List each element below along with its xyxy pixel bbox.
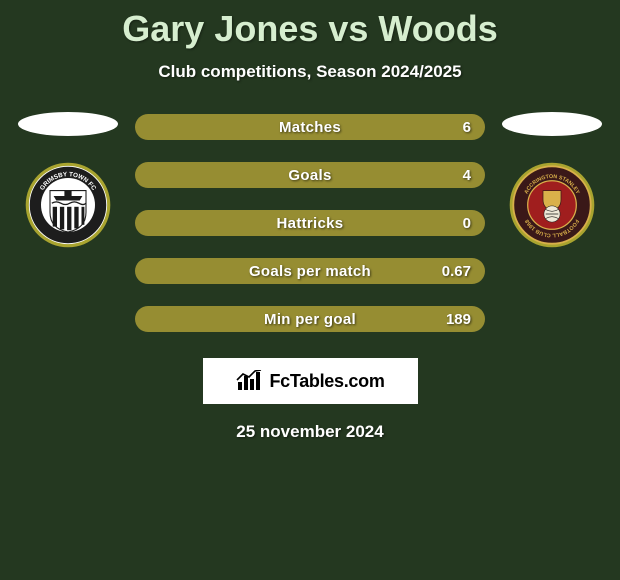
stat-value-right: 0: [463, 215, 471, 232]
subtitle: Club competitions, Season 2024/2025: [0, 62, 620, 82]
generated-date: 25 november 2024: [0, 422, 620, 442]
stat-label: Matches: [279, 119, 341, 136]
stat-row-matches: Matches 6: [135, 114, 485, 140]
right-club-badge: ACCRINGTON STANLEY FOOTBALL CLUB 1968: [507, 160, 597, 250]
brand-watermark: FcTables.com: [203, 358, 418, 404]
chart-icon: [235, 370, 263, 392]
page-title: Gary Jones vs Woods: [0, 0, 620, 50]
stats-list: Matches 6 Goals 4 Hattricks 0 Goals per …: [135, 114, 485, 332]
stat-row-hattricks: Hattricks 0: [135, 210, 485, 236]
stat-label: Goals per match: [249, 263, 371, 280]
stat-label: Hattricks: [277, 215, 344, 232]
stat-row-min-per-goal: Min per goal 189: [135, 306, 485, 332]
stat-label: Goals: [288, 167, 331, 184]
stat-value-right: 189: [446, 311, 471, 328]
right-column: ACCRINGTON STANLEY FOOTBALL CLUB 1968: [497, 112, 607, 250]
left-column: GRIMSBY TOWN FC: [13, 112, 123, 250]
stat-value-right: 6: [463, 119, 471, 136]
left-player-avatar: [18, 112, 118, 136]
stat-value-right: 4: [463, 167, 471, 184]
stat-value-right: 0.67: [442, 263, 471, 280]
brand-text: FcTables.com: [269, 371, 384, 392]
stat-row-goals-per-match: Goals per match 0.67: [135, 258, 485, 284]
stat-row-goals: Goals 4: [135, 162, 485, 188]
left-club-badge: GRIMSBY TOWN FC: [23, 160, 113, 250]
right-player-avatar: [502, 112, 602, 136]
comparison-panel: GRIMSBY TOWN FC Matches 6 Goals 4 Hattri…: [0, 112, 620, 332]
stat-label: Min per goal: [264, 311, 356, 328]
